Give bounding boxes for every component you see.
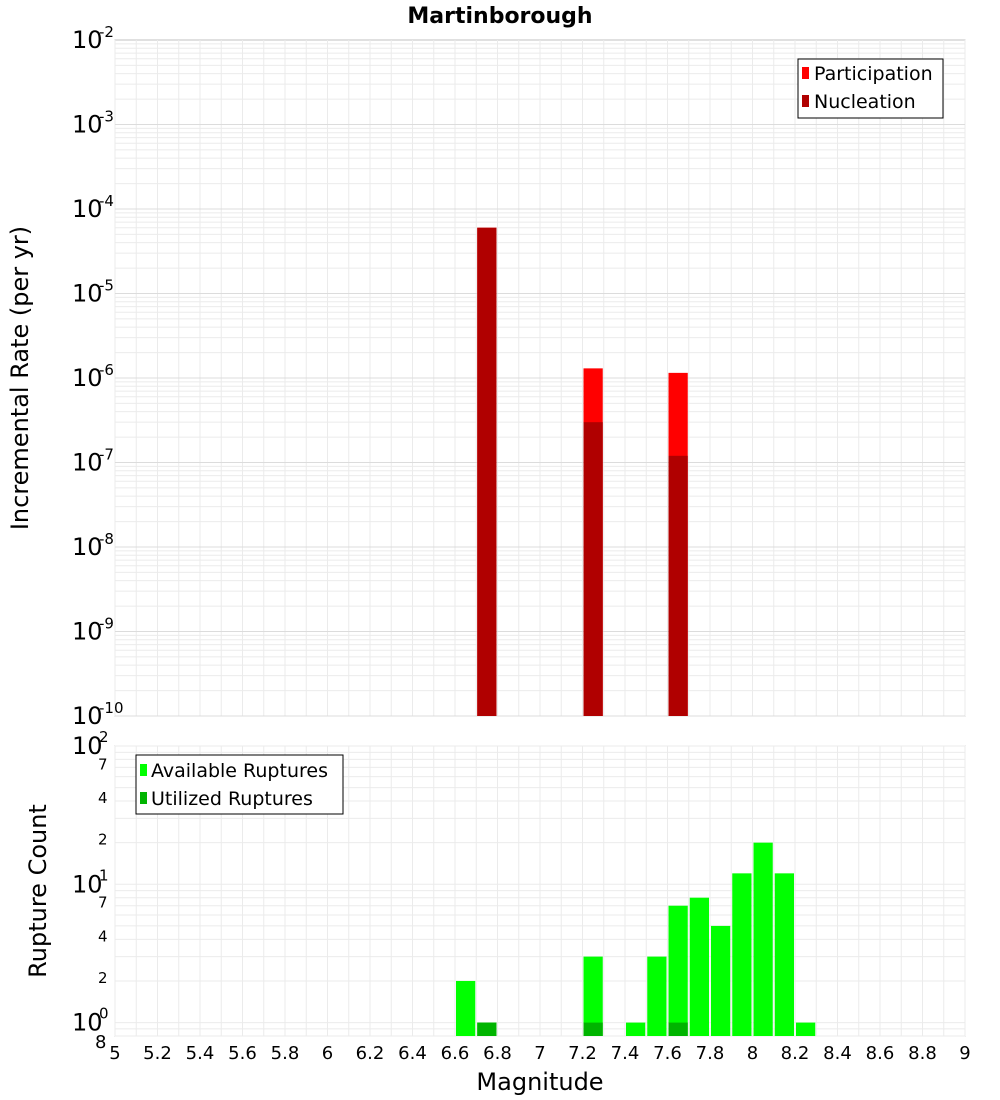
top-y-tick-base: 10 <box>72 449 103 477</box>
x-tick-label: 8.4 <box>823 1043 852 1064</box>
top-y-tick-exponent: -2 <box>99 23 114 41</box>
top-y-tick-exponent: -9 <box>99 615 114 633</box>
x-tick-label: 8.6 <box>866 1043 895 1064</box>
bottom-y-axis-label: Rupture Count <box>24 804 52 978</box>
bottom-y-tick-base: 10 <box>72 732 103 760</box>
bottom-bar-available-ruptures <box>647 956 667 1036</box>
x-tick-label: 6.2 <box>356 1043 385 1064</box>
top-y-tick-exponent: -4 <box>99 192 114 210</box>
top-y-tick-base: 10 <box>72 26 103 54</box>
bottom-y-minor-tick: 8 <box>95 1032 106 1053</box>
top-y-tick-exponent: -5 <box>99 277 114 295</box>
top-y-tick-exponent: -8 <box>99 530 114 548</box>
legend-swatch-available-ruptures <box>140 764 147 776</box>
bottom-bar-available-ruptures <box>732 873 752 1036</box>
top-y-tick-exponent: -6 <box>99 361 114 379</box>
x-tick-label: 6 <box>322 1043 333 1064</box>
bottom-bar-available-ruptures <box>796 1022 816 1036</box>
legend-label-utilized-ruptures: Utilized Ruptures <box>151 788 313 810</box>
x-tick-label: 6.8 <box>483 1043 512 1064</box>
top-legend: Participation Nucleation <box>797 58 944 119</box>
x-axis-label: Magnitude <box>476 1068 603 1096</box>
top-bar-nucleation <box>668 455 688 716</box>
x-tick-labels: 5 5.2 5.4 5.6 5.8 6 6.2 6.4 6.6 6.8 7 7.2 7.4 7.6 7.8 8… <box>109 1043 970 1064</box>
bottom-bar-available-ruptures <box>774 873 794 1036</box>
top-bars <box>477 227 688 716</box>
top-grid <box>114 40 966 717</box>
x-tick-label: 7.4 <box>611 1043 640 1064</box>
top-y-tick-base: 10 <box>72 533 103 561</box>
x-tick-label: 5.2 <box>143 1043 172 1064</box>
bottom-y-tick-exponent: 2 <box>99 728 109 746</box>
x-tick-label: 5.8 <box>271 1043 300 1064</box>
chart-title: Martinborough <box>407 4 592 29</box>
x-tick-label: 5 <box>109 1043 120 1064</box>
bottom-y-minor-tick: 7 <box>98 755 108 773</box>
x-tick-label: 5.4 <box>186 1043 215 1064</box>
top-y-tick-exponent: -3 <box>99 108 114 126</box>
legend-swatch-nucleation <box>802 95 809 107</box>
bottom-bar-available-ruptures <box>456 980 476 1036</box>
bottom-bar-available-ruptures <box>583 956 603 1036</box>
x-tick-label: 6.4 <box>398 1043 427 1064</box>
bottom-y-tick-base: 10 <box>72 1009 103 1037</box>
bottom-y-minor-tick: 2 <box>98 969 108 987</box>
x-tick-label: 8.2 <box>781 1043 810 1064</box>
top-y-tick-base: 10 <box>72 618 103 646</box>
legend-label-participation: Participation <box>814 63 933 85</box>
legend-label-nucleation: Nucleation <box>814 91 916 113</box>
legend-label-available-ruptures: Available Ruptures <box>151 760 328 782</box>
legend-swatch-utilized-ruptures <box>140 792 147 804</box>
x-tick-label: 9 <box>959 1043 970 1064</box>
bottom-bar-utilized-ruptures <box>477 1022 497 1036</box>
bottom-bar-available-ruptures <box>753 842 773 1036</box>
x-tick-label: 8.8 <box>908 1043 937 1064</box>
bottom-bar-utilized-ruptures <box>668 1022 688 1036</box>
bottom-y-tick-exponent: 1 <box>99 866 109 884</box>
top-y-tick-base: 10 <box>72 111 103 139</box>
bottom-y-minor-tick: 7 <box>98 894 108 912</box>
bottom-y-minor-tick: 4 <box>98 789 108 807</box>
x-tick-label: 6.6 <box>441 1043 470 1064</box>
bottom-y-tick-base: 10 <box>72 870 103 898</box>
x-tick-label: 7.6 <box>653 1043 682 1064</box>
top-y-tick-exponent: -7 <box>99 446 114 464</box>
x-tick-label: 5.6 <box>228 1043 257 1064</box>
top-bar-nucleation <box>583 422 603 716</box>
top-y-tick-base: 10 <box>72 702 103 730</box>
x-tick-label: 7 <box>534 1043 545 1064</box>
bottom-bars <box>456 842 816 1036</box>
bottom-bar-available-ruptures <box>689 897 709 1036</box>
top-y-tick-base: 10 <box>72 364 103 392</box>
top-y-tick-base: 10 <box>72 195 103 223</box>
bottom-y-minor-tick: 2 <box>98 831 108 849</box>
bottom-bar-available-ruptures <box>626 1022 646 1036</box>
legend-swatch-participation <box>802 67 809 79</box>
bottom-legend: Available Ruptures Utilized Ruptures <box>135 754 344 815</box>
top-y-axis-label: Incremental Rate (per yr) <box>6 226 34 530</box>
bottom-bar-available-ruptures <box>711 925 731 1036</box>
bottom-y-minor-tick: 4 <box>98 927 108 945</box>
x-tick-label: 7.2 <box>568 1043 597 1064</box>
top-y-tick-exponent: -10 <box>99 699 124 717</box>
bottom-y-tick-exponent: 0 <box>99 1005 109 1023</box>
top-bar-nucleation <box>477 227 497 716</box>
x-tick-label: 7.8 <box>696 1043 725 1064</box>
bottom-bar-utilized-ruptures <box>583 1022 603 1036</box>
top-y-tick-base: 10 <box>72 280 103 308</box>
x-tick-label: 8 <box>747 1043 758 1064</box>
bottom-bar-available-ruptures <box>668 905 688 1036</box>
